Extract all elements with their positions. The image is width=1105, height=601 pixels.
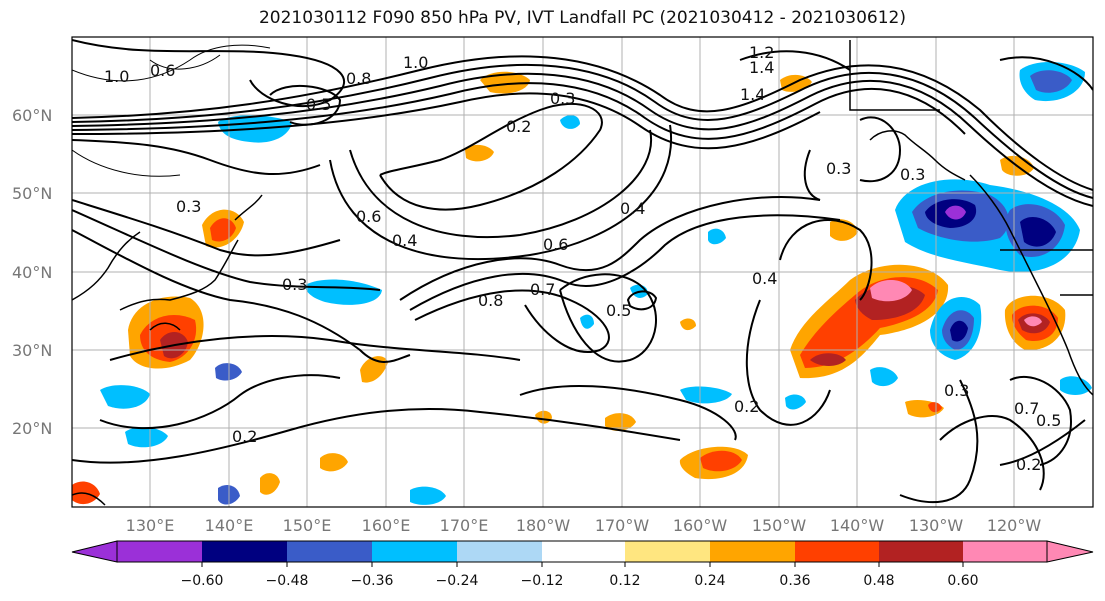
colorbar-swatch (457, 541, 542, 562)
contour-label: 0.7 (530, 280, 555, 299)
colorbar-tick-label: −0.60 (181, 573, 224, 589)
contour-label: 0.4 (752, 269, 777, 288)
colorbar-tick-label: −0.36 (351, 573, 394, 589)
contour-label: 0.8 (478, 291, 503, 310)
contour-label: 0.3 (944, 381, 969, 400)
shaded-anomaly-fields (72, 61, 1092, 505)
contour-label: 0.6 (356, 207, 381, 226)
lon-label: 160°E (362, 516, 411, 535)
contour-label: 0.5 (606, 301, 631, 320)
contour-label: 1.2 (749, 43, 774, 62)
latitude-labels: 60°N 50°N 40°N 30°N 20°N (12, 106, 52, 438)
colorbar-swatch (963, 541, 1047, 562)
lat-label: 30°N (12, 341, 52, 360)
lon-label: 140°E (205, 516, 254, 535)
lat-label: 50°N (12, 184, 52, 203)
coastlines (72, 40, 1093, 506)
colorbar-swatch (710, 541, 795, 562)
colorbar-swatch (795, 541, 879, 562)
lon-label: 180°W (516, 516, 571, 535)
colorbar-tick-label: −0.12 (521, 573, 564, 589)
colorbar-swatch (117, 541, 202, 562)
contour-label: 0.2 (734, 397, 759, 416)
page-title: 2021030112 F090 850 hPa PV, IVT Landfall… (258, 8, 906, 28)
pv-contours (72, 39, 1093, 504)
colorbar-extend-right (1046, 540, 1094, 563)
colorbar-tick-label: −0.24 (436, 573, 479, 589)
lon-label: 140°W (830, 516, 885, 535)
colorbar-tick-label: 0.60 (947, 573, 978, 589)
contour-label: 1.4 (740, 85, 765, 104)
colorbar-tick-label: 0.12 (609, 573, 640, 589)
lat-label: 20°N (12, 419, 52, 438)
lon-label: 170°E (440, 516, 489, 535)
lat-label: 40°N (12, 263, 52, 282)
colorbar-extend-left (71, 540, 118, 563)
lat-label: 60°N (12, 106, 52, 125)
contour-label: 0.3 (282, 275, 307, 294)
lon-label: 150°E (283, 516, 332, 535)
contour-label: 1.0 (403, 53, 428, 72)
lon-label: 150°W (752, 516, 807, 535)
contour-label: 0.3 (550, 89, 575, 108)
contour-label: 0.2 (506, 117, 531, 136)
contour-label: 0.8 (346, 69, 371, 88)
lon-label: 130°E (126, 516, 175, 535)
contour-label: 0.6 (543, 235, 568, 254)
map-border (71, 36, 1094, 508)
colorbar-tick-label: 0.48 (863, 573, 894, 589)
lon-label: 160°W (673, 516, 728, 535)
colorbar: −0.60 −0.48 −0.36 −0.24 −0.12 0.12 0.24 … (71, 540, 1094, 589)
contour-label: 0.4 (620, 199, 645, 218)
contour-label: 0.6 (150, 61, 175, 80)
longitude-labels: 130°E 140°E 150°E 160°E 170°E 180°W 170°… (126, 516, 1042, 535)
contour-label: 0.3 (176, 197, 201, 216)
colorbar-tick-label: 0.36 (779, 573, 810, 589)
lon-label: 170°W (595, 516, 650, 535)
colorbar-swatch (542, 541, 625, 562)
colorbar-swatch (625, 541, 710, 562)
contour-label: 0.7 (1014, 399, 1039, 418)
colorbar-tick-label: −0.48 (266, 573, 309, 589)
colorbar-swatch (879, 541, 963, 562)
contour-label: 0.4 (392, 231, 417, 250)
contour-label: 0.2 (232, 427, 257, 446)
contour-label: 0.5 (1036, 411, 1061, 430)
contour-label: 1.0 (104, 67, 129, 86)
contour-labels: 1.0 0.6 1.0 1.2 1.4 0.8 0.5 0.3 0.2 1.4 … (104, 43, 1061, 474)
colorbar-swatch (287, 541, 372, 562)
colorbar-tick-label: 0.24 (694, 573, 725, 589)
colorbar-swatch (372, 541, 457, 562)
lon-label: 130°W (909, 516, 964, 535)
contour-label: 0.5 (306, 95, 331, 114)
contour-label: 0.3 (826, 159, 851, 178)
contour-label: 1.4 (749, 58, 774, 77)
colorbar-swatch (202, 541, 287, 562)
lon-label: 120°W (987, 516, 1042, 535)
contour-label: 0.2 (1016, 455, 1041, 474)
contour-label: 0.3 (900, 165, 925, 184)
